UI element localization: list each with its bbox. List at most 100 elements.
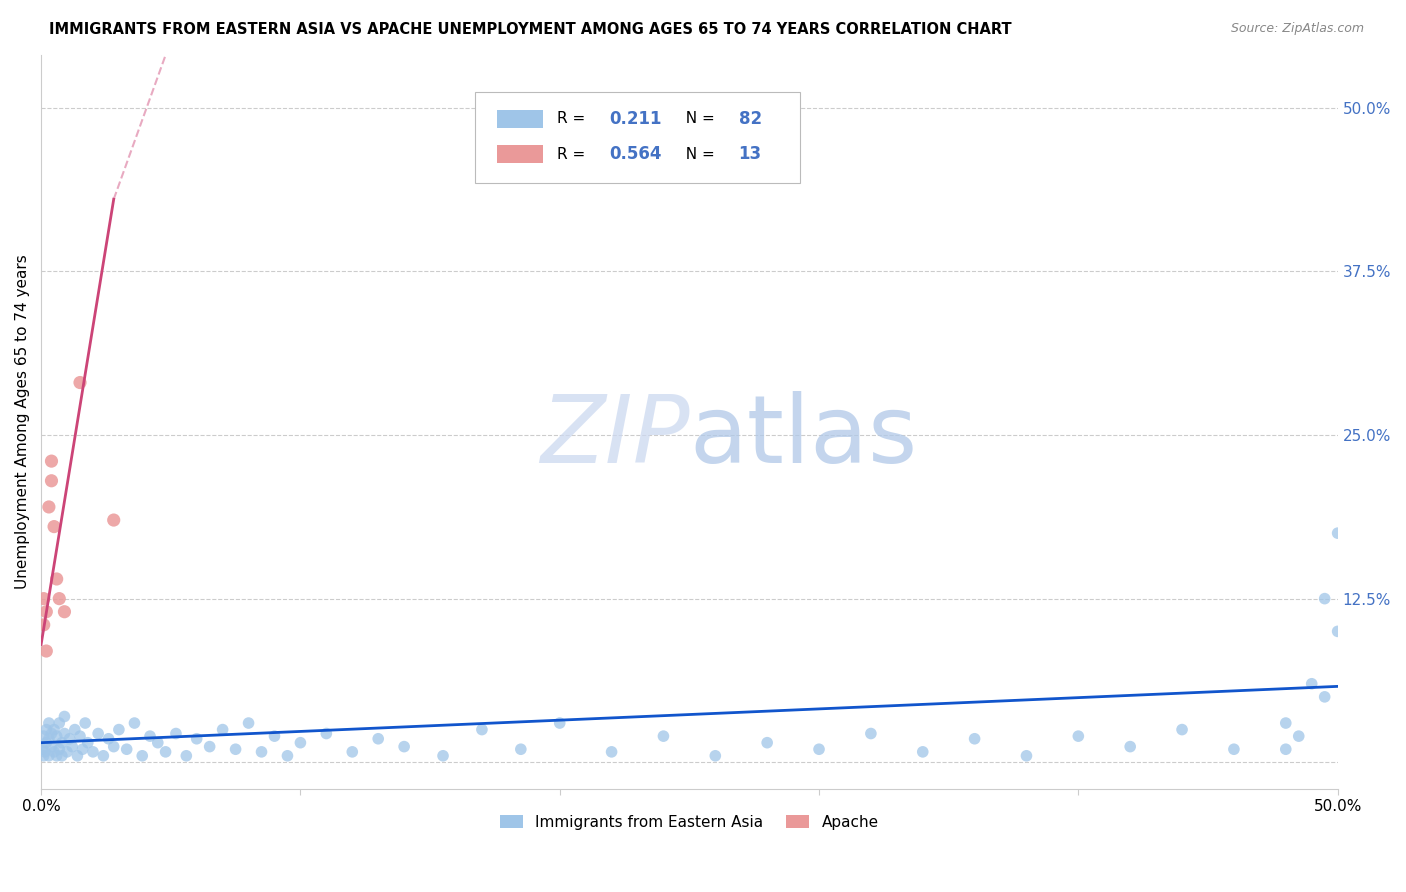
Point xyxy=(342,745,364,759)
Point xyxy=(32,617,55,632)
Point xyxy=(45,572,67,586)
Point xyxy=(41,739,63,754)
Text: 0.564: 0.564 xyxy=(609,145,661,163)
Point xyxy=(35,644,58,658)
FancyBboxPatch shape xyxy=(475,92,800,184)
Bar xyxy=(498,145,543,163)
Point xyxy=(35,723,58,737)
Point xyxy=(53,726,76,740)
Text: IMMIGRANTS FROM EASTERN ASIA VS APACHE UNEMPLOYMENT AMONG AGES 65 TO 74 YEARS CO: IMMIGRANTS FROM EASTERN ASIA VS APACHE U… xyxy=(49,22,1012,37)
Point xyxy=(652,729,675,743)
Point xyxy=(38,748,60,763)
Point xyxy=(165,726,187,740)
Point xyxy=(72,742,94,756)
Point xyxy=(34,745,56,759)
Text: N =: N = xyxy=(676,112,720,127)
Point xyxy=(87,726,110,740)
Point xyxy=(315,726,337,740)
Point xyxy=(1119,739,1142,754)
Point xyxy=(41,474,63,488)
Point xyxy=(186,731,208,746)
Point xyxy=(93,748,115,763)
Text: atlas: atlas xyxy=(689,391,918,483)
Point xyxy=(42,745,65,759)
Point xyxy=(69,729,91,743)
Point xyxy=(41,726,63,740)
Point xyxy=(548,716,571,731)
Point xyxy=(1313,690,1336,704)
Text: N =: N = xyxy=(676,146,720,161)
Point xyxy=(432,748,454,763)
Point xyxy=(63,723,86,737)
Point xyxy=(155,745,177,759)
Point xyxy=(97,731,120,746)
Text: R =: R = xyxy=(557,146,591,161)
Point xyxy=(704,748,727,763)
Text: 13: 13 xyxy=(738,145,762,163)
Point xyxy=(32,591,55,606)
Point xyxy=(48,742,70,756)
Point xyxy=(250,745,273,759)
Point xyxy=(1223,742,1246,756)
Point xyxy=(48,716,70,731)
Point xyxy=(1171,723,1194,737)
Point xyxy=(45,729,67,743)
Point xyxy=(263,729,285,743)
Point xyxy=(45,748,67,763)
Point xyxy=(32,729,55,743)
Point xyxy=(108,723,131,737)
Text: 0.211: 0.211 xyxy=(609,110,661,128)
Point xyxy=(103,739,125,754)
Point xyxy=(139,729,162,743)
Point xyxy=(471,723,494,737)
Point xyxy=(911,745,934,759)
Point xyxy=(76,736,98,750)
Point xyxy=(1015,748,1038,763)
Point xyxy=(38,500,60,514)
Point xyxy=(124,716,146,731)
Point xyxy=(82,745,104,759)
Point xyxy=(35,605,58,619)
Point xyxy=(38,731,60,746)
Point xyxy=(509,742,531,756)
Point xyxy=(1274,716,1296,731)
Point xyxy=(756,736,779,750)
Point xyxy=(859,726,882,740)
Point xyxy=(146,736,169,750)
Point xyxy=(211,723,233,737)
Point xyxy=(367,731,389,746)
Point xyxy=(963,731,986,746)
Point xyxy=(1288,729,1310,743)
Point xyxy=(66,748,89,763)
Point xyxy=(51,736,73,750)
Point xyxy=(42,519,65,533)
Point xyxy=(51,748,73,763)
Point xyxy=(103,513,125,527)
Point xyxy=(56,745,79,759)
Legend: Immigrants from Eastern Asia, Apache: Immigrants from Eastern Asia, Apache xyxy=(494,809,884,836)
Point xyxy=(115,742,138,756)
Bar xyxy=(498,110,543,128)
Point xyxy=(276,748,298,763)
Point xyxy=(42,723,65,737)
Point xyxy=(32,748,55,763)
Point xyxy=(38,716,60,731)
Point xyxy=(1067,729,1090,743)
Text: R =: R = xyxy=(557,112,591,127)
Point xyxy=(1326,526,1348,541)
Point xyxy=(808,742,831,756)
Point xyxy=(69,376,91,390)
Point xyxy=(290,736,312,750)
Point xyxy=(1301,677,1323,691)
Y-axis label: Unemployment Among Ages 65 to 74 years: Unemployment Among Ages 65 to 74 years xyxy=(15,254,30,590)
Point xyxy=(31,742,53,756)
Point xyxy=(600,745,623,759)
Point xyxy=(225,742,247,756)
Text: ZIP: ZIP xyxy=(540,391,689,482)
Point xyxy=(59,731,82,746)
Point xyxy=(131,748,153,763)
Point xyxy=(75,716,97,731)
Text: Source: ZipAtlas.com: Source: ZipAtlas.com xyxy=(1230,22,1364,36)
Point xyxy=(53,709,76,723)
Point xyxy=(60,739,83,754)
